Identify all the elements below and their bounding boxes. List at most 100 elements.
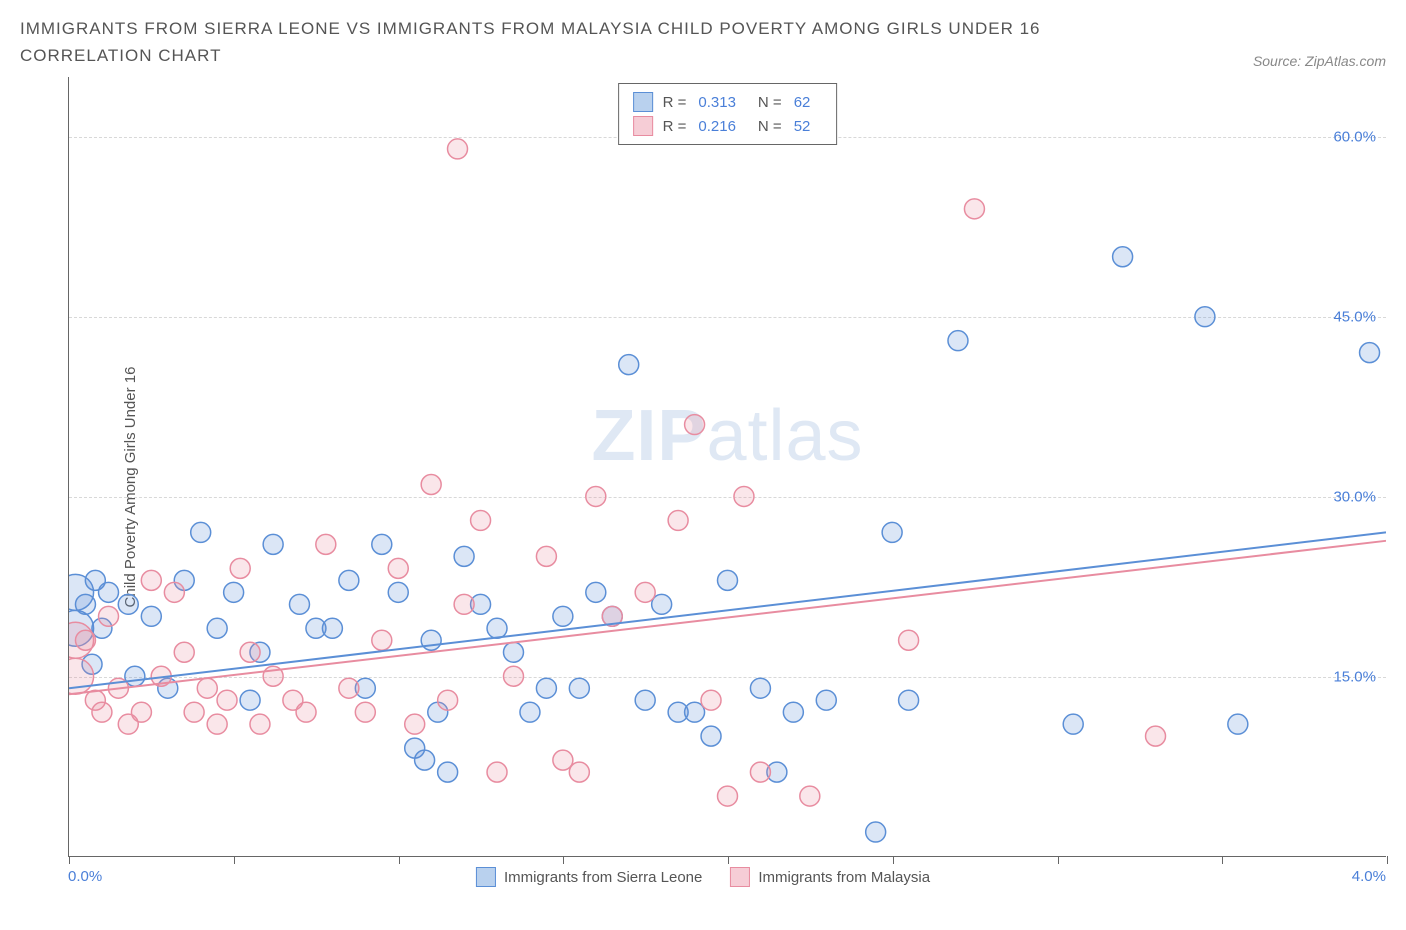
scatter-point (503, 667, 523, 687)
n-value: 62 (794, 94, 811, 111)
scatter-point (569, 679, 589, 699)
x-tick (893, 856, 894, 864)
scatter-point (866, 822, 886, 842)
scatter-point (899, 691, 919, 711)
scatter-point (372, 535, 392, 555)
scatter-point (899, 631, 919, 651)
legend-swatch (476, 867, 496, 887)
scatter-point (750, 762, 770, 782)
scatter-point (191, 523, 211, 543)
scatter-point (289, 595, 309, 615)
scatter-point (783, 703, 803, 723)
scatter-svg (69, 77, 1386, 856)
scatter-point (118, 595, 138, 615)
scatter-point (421, 475, 441, 495)
scatter-point (415, 751, 435, 771)
scatter-point (355, 703, 375, 723)
scatter-point (322, 619, 342, 639)
scatter-point (197, 679, 217, 699)
scatter-point (800, 786, 820, 806)
scatter-point (487, 762, 507, 782)
scatter-point (339, 679, 359, 699)
scatter-point (520, 703, 540, 723)
scatter-point (750, 679, 770, 699)
series-legend: Immigrants from Sierra Leone Immigrants f… (476, 867, 930, 887)
scatter-point (718, 786, 738, 806)
scatter-point (1360, 343, 1380, 363)
trend-line (69, 541, 1386, 694)
legend-item: Immigrants from Malaysia (730, 867, 930, 887)
scatter-point (668, 511, 688, 531)
n-label: N = (758, 118, 782, 135)
scatter-point (224, 583, 244, 603)
n-value: 52 (794, 118, 811, 135)
scatter-point (448, 139, 468, 159)
scatter-point (1228, 715, 1248, 735)
x-tick (1222, 856, 1223, 864)
scatter-point (174, 643, 194, 663)
scatter-point (701, 727, 721, 747)
scatter-point (207, 619, 227, 639)
chart-title: IMMIGRANTS FROM SIERRA LEONE VS IMMIGRAN… (20, 15, 1120, 69)
scatter-point (217, 691, 237, 711)
scatter-point (569, 762, 589, 782)
x-max-label: 4.0% (1352, 868, 1386, 885)
r-label: R = (663, 94, 687, 111)
scatter-point (263, 535, 283, 555)
scatter-point (816, 691, 836, 711)
scatter-point (1113, 247, 1133, 267)
legend-label: Immigrants from Malaysia (758, 869, 930, 886)
scatter-point (454, 595, 474, 615)
correlation-chart: Child Poverty Among Girls Under 16 ZIPat… (20, 77, 1386, 897)
scatter-point (1146, 727, 1166, 747)
x-tick (1058, 856, 1059, 864)
scatter-point (184, 703, 204, 723)
scatter-point (230, 559, 250, 579)
legend-stat-row: R =0.313N =62 (633, 90, 823, 114)
plot-area: ZIPatlas R =0.313N =62R =0.216N =52 15.0… (68, 77, 1386, 857)
scatter-point (207, 715, 227, 735)
scatter-point (405, 715, 425, 735)
scatter-point (635, 583, 655, 603)
scatter-point (421, 631, 441, 651)
scatter-point (1063, 715, 1083, 735)
scatter-point (882, 523, 902, 543)
scatter-point (388, 559, 408, 579)
x-min-label: 0.0% (68, 868, 102, 885)
scatter-point (92, 703, 112, 723)
scatter-point (536, 547, 556, 567)
legend-swatch (633, 92, 653, 112)
scatter-point (536, 679, 556, 699)
scatter-point (372, 631, 392, 651)
scatter-point (586, 487, 606, 507)
scatter-point (75, 631, 95, 651)
scatter-point (339, 571, 359, 591)
source-credit: Source: ZipAtlas.com (1253, 53, 1386, 69)
x-tick (69, 856, 70, 864)
scatter-point (619, 355, 639, 375)
legend-swatch (633, 116, 653, 136)
legend-label: Immigrants from Sierra Leone (504, 869, 702, 886)
scatter-point (964, 199, 984, 219)
scatter-point (164, 583, 184, 603)
legend-swatch (730, 867, 750, 887)
stats-legend: R =0.313N =62R =0.216N =52 (618, 83, 838, 145)
trend-line (69, 533, 1386, 689)
x-tick (728, 856, 729, 864)
scatter-point (471, 511, 491, 531)
scatter-point (99, 607, 119, 627)
r-value: 0.216 (698, 118, 736, 135)
legend-item: Immigrants from Sierra Leone (476, 867, 702, 887)
scatter-point (718, 571, 738, 591)
scatter-point (685, 415, 705, 435)
scatter-point (438, 762, 458, 782)
scatter-point (553, 607, 573, 627)
scatter-point (141, 607, 161, 627)
scatter-point (734, 487, 754, 507)
scatter-point (586, 583, 606, 603)
scatter-point (388, 583, 408, 603)
scatter-point (296, 703, 316, 723)
n-label: N = (758, 94, 782, 111)
legend-stat-row: R =0.216N =52 (633, 114, 823, 138)
scatter-point (316, 535, 336, 555)
